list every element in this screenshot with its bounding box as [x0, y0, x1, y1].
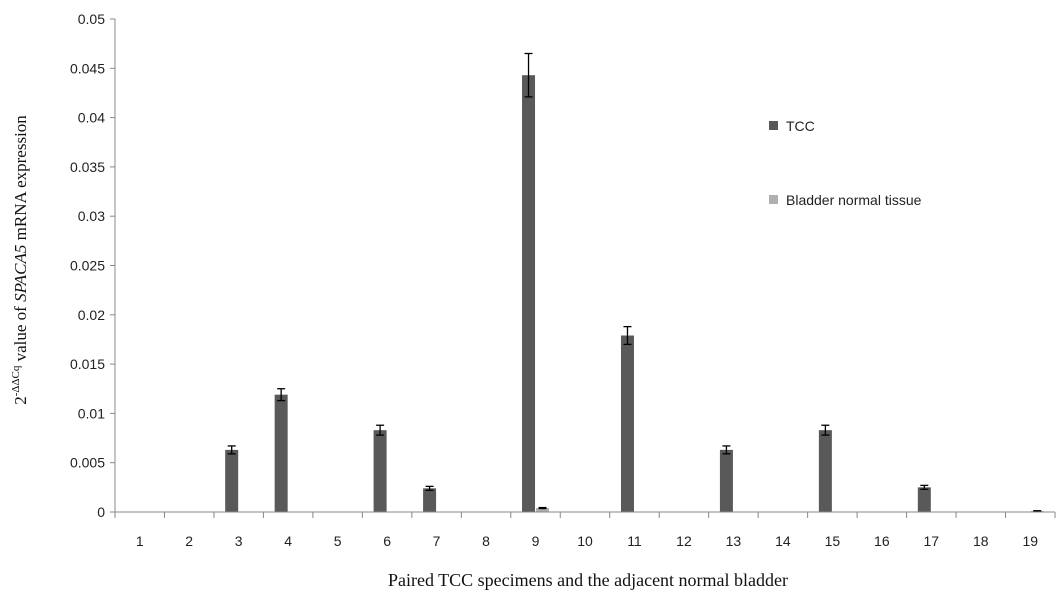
- y-tick-label: 0.015: [70, 356, 105, 372]
- y-tick-label: 0.02: [78, 307, 105, 323]
- bar-tcc: [274, 394, 288, 512]
- y-tick-label: 0.035: [70, 159, 105, 175]
- y-axis-ticks: 0 0.005 0.01 0.015 0.02 0.025 0.03 0.035 0.04 0.0…: [70, 11, 115, 520]
- error-bar-tcc: [524, 52, 533, 98]
- y-axis-title-gene: SPACA5: [11, 245, 30, 302]
- x-tick-label: 4: [284, 533, 292, 549]
- legend-swatch-tcc: [769, 121, 778, 130]
- x-tick-label: 11: [627, 533, 642, 549]
- bar-tcc: [225, 449, 239, 512]
- x-tick-label: 17: [924, 533, 940, 549]
- x-tick-label: 12: [676, 533, 692, 549]
- bar-tcc: [818, 430, 832, 512]
- legend-swatch-bladder-normal-tissue: [769, 195, 778, 204]
- bar-bladder-normal-tissue: [536, 508, 550, 512]
- error-bar-tcc: [821, 424, 830, 436]
- bar-tcc: [620, 335, 634, 512]
- legend-label-bladder-normal-tissue: Bladder normal tissue: [786, 192, 922, 208]
- y-axis-title: 2-ΔΔCq value of SPACA5 mRNA expression: [10, 115, 30, 405]
- x-tick-label: 6: [383, 533, 391, 549]
- error-bar-tcc: [722, 445, 731, 455]
- bar-tcc: [719, 449, 733, 512]
- y-tick-label: 0.01: [78, 405, 105, 421]
- x-tick-label: 7: [433, 533, 441, 549]
- x-tick-label: 19: [1022, 533, 1038, 549]
- bar-tcc: [373, 430, 387, 512]
- x-tick-label: 18: [973, 533, 989, 549]
- error-bar-bladder-normal-tissue: [538, 506, 547, 510]
- y-tick-label: 0.03: [78, 208, 105, 224]
- y-tick-label: 0: [97, 504, 105, 520]
- x-tick-label: 8: [482, 533, 490, 549]
- x-tick-label: 3: [235, 533, 243, 549]
- bar-tcc: [423, 488, 437, 512]
- bar-tcc: [917, 487, 931, 512]
- bars: [225, 52, 1044, 513]
- error-bar-bladder-normal-tissue: [1033, 510, 1042, 512]
- x-axis-ticks: 1 2 3 4 5 6 7 8 9 10 11 12 13 14 15 16 17 18 19: [114, 512, 1056, 549]
- y-tick-label: 0.045: [70, 60, 105, 76]
- x-tick-label: 10: [577, 533, 593, 549]
- error-bar-tcc: [376, 424, 385, 436]
- legend-label-tcc: TCC: [786, 118, 815, 134]
- y-tick-label: 0.025: [70, 258, 105, 274]
- y-tick-label: 0.04: [78, 110, 105, 126]
- y-axis-title-middle: value of: [11, 302, 30, 366]
- y-axis-title-superscript: -ΔΔCq: [10, 365, 22, 396]
- y-axis-title-prefix: 2: [11, 396, 30, 405]
- x-tick-label: 13: [726, 533, 742, 549]
- x-tick-label: 16: [874, 533, 890, 549]
- legend: TCC Bladder normal tissue: [769, 118, 922, 208]
- y-tick-label: 0.05: [78, 11, 105, 27]
- error-bar-tcc: [920, 484, 929, 490]
- bar-tcc: [522, 75, 536, 513]
- x-tick-label: 9: [532, 533, 540, 549]
- x-tick-label: 5: [334, 533, 342, 549]
- x-tick-label: 1: [136, 533, 144, 549]
- x-tick-label: 14: [775, 533, 791, 549]
- error-bar-tcc: [277, 388, 286, 402]
- x-tick-label: 15: [825, 533, 841, 549]
- y-axis-title-suffix: mRNA expression: [11, 115, 30, 245]
- y-tick-label: 0.005: [70, 455, 105, 471]
- error-bar-tcc: [425, 485, 434, 491]
- error-bar-tcc: [227, 445, 236, 455]
- x-tick-label: 2: [185, 533, 193, 549]
- axes: [114, 19, 1055, 513]
- error-bar-tcc: [623, 325, 632, 346]
- x-axis-title: Paired TCC specimens and the adjacent no…: [388, 570, 788, 590]
